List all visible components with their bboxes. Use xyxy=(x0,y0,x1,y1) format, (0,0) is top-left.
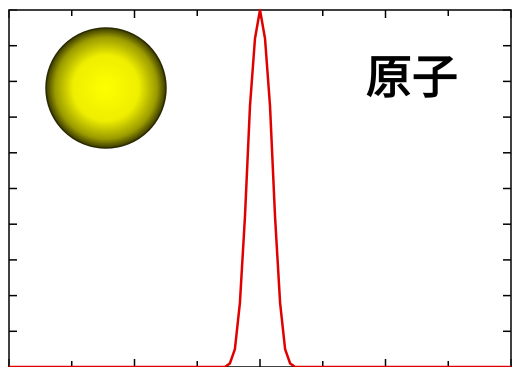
atom-label: 原子 xyxy=(366,50,458,104)
atom-sphere-icon xyxy=(46,28,166,148)
